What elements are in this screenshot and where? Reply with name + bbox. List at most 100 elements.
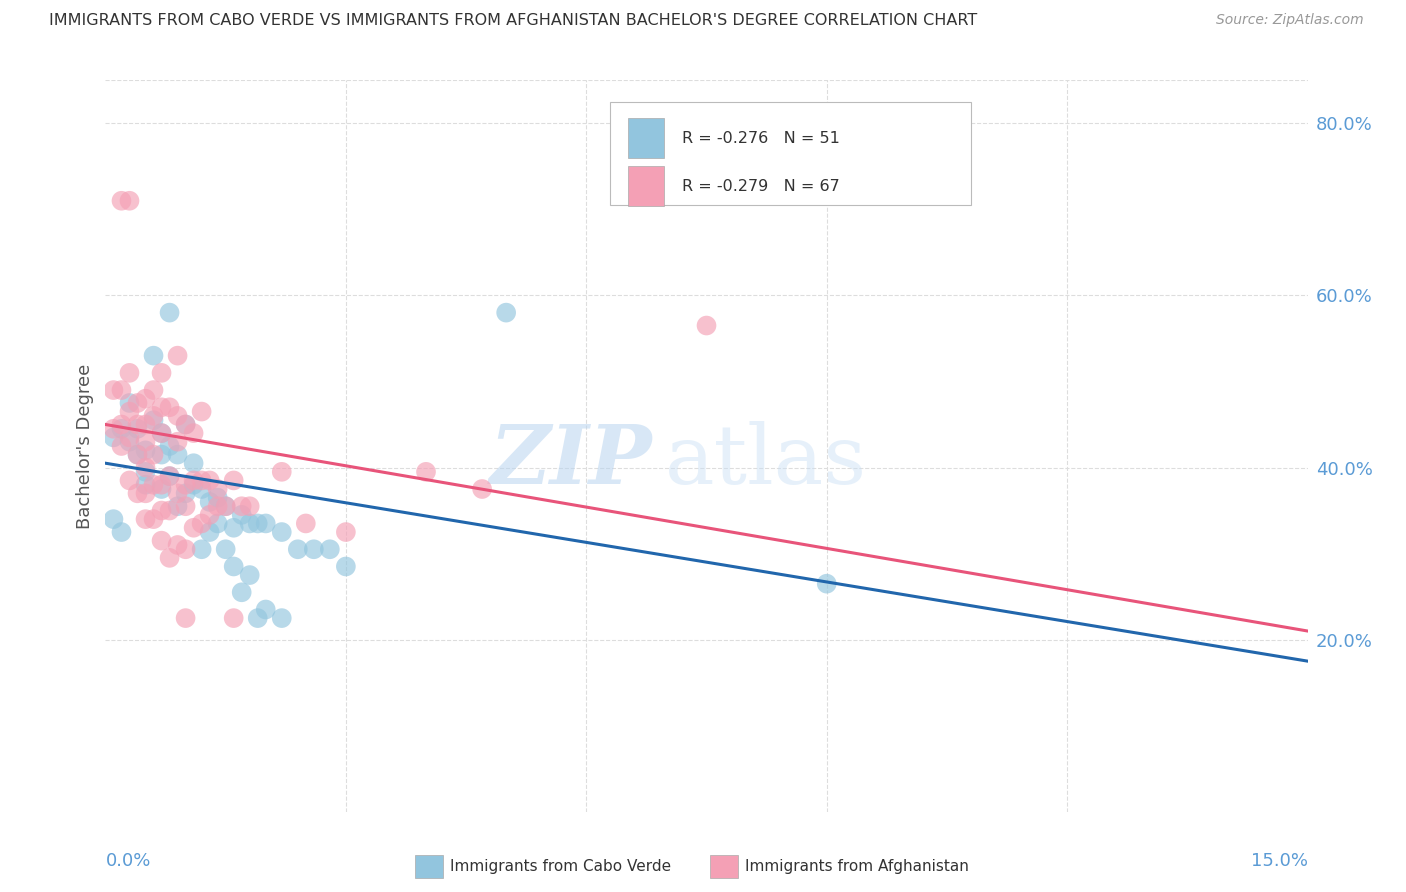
- Point: [159, 305, 181, 319]
- Point: [135, 460, 157, 475]
- Point: [127, 448, 149, 462]
- Point: [150, 426, 173, 441]
- Text: Immigrants from Afghanistan: Immigrants from Afghanistan: [745, 859, 969, 874]
- Point: [190, 542, 212, 557]
- Point: [118, 474, 141, 488]
- Point: [207, 491, 229, 505]
- Point: [302, 542, 325, 557]
- Point: [127, 417, 149, 432]
- Point: [150, 482, 173, 496]
- Point: [183, 426, 205, 441]
- Point: [174, 477, 197, 491]
- Point: [183, 474, 205, 488]
- Point: [415, 465, 437, 479]
- Point: [159, 550, 181, 565]
- Point: [118, 396, 141, 410]
- Point: [150, 477, 173, 491]
- Point: [135, 477, 157, 491]
- Point: [254, 602, 277, 616]
- Point: [159, 503, 181, 517]
- Point: [246, 611, 269, 625]
- Point: [110, 524, 132, 539]
- Point: [174, 500, 197, 514]
- Point: [127, 448, 149, 462]
- Point: [103, 512, 125, 526]
- Point: [239, 516, 262, 531]
- Point: [246, 516, 269, 531]
- Point: [135, 486, 157, 500]
- Point: [142, 349, 165, 363]
- Point: [174, 417, 197, 432]
- Point: [270, 611, 292, 625]
- Point: [110, 422, 132, 436]
- Point: [166, 409, 188, 423]
- Point: [150, 448, 173, 462]
- Text: Immigrants from Cabo Verde: Immigrants from Cabo Verde: [450, 859, 671, 874]
- Point: [166, 448, 188, 462]
- Point: [142, 413, 165, 427]
- Point: [166, 500, 188, 514]
- Point: [270, 465, 292, 479]
- Point: [150, 503, 173, 517]
- Point: [207, 482, 229, 496]
- Point: [142, 448, 165, 462]
- Point: [135, 443, 157, 458]
- Point: [150, 533, 173, 548]
- Point: [159, 469, 181, 483]
- Point: [198, 508, 221, 522]
- Point: [231, 508, 253, 522]
- Point: [198, 495, 221, 509]
- Point: [270, 524, 292, 539]
- Point: [183, 521, 205, 535]
- Point: [118, 194, 141, 208]
- Point: [222, 559, 245, 574]
- Point: [214, 542, 236, 557]
- Point: [471, 482, 494, 496]
- Point: [190, 482, 212, 496]
- Point: [150, 401, 173, 415]
- Point: [150, 366, 173, 380]
- Point: [166, 538, 188, 552]
- FancyBboxPatch shape: [628, 166, 665, 206]
- Point: [222, 611, 245, 625]
- Point: [142, 512, 165, 526]
- Point: [198, 524, 221, 539]
- Point: [127, 396, 149, 410]
- Point: [696, 318, 718, 333]
- Point: [135, 512, 157, 526]
- Point: [287, 542, 309, 557]
- Point: [110, 383, 132, 397]
- Point: [207, 500, 229, 514]
- Point: [254, 516, 277, 531]
- Text: IMMIGRANTS FROM CABO VERDE VS IMMIGRANTS FROM AFGHANISTAN BACHELOR'S DEGREE CORR: IMMIGRANTS FROM CABO VERDE VS IMMIGRANTS…: [49, 13, 977, 29]
- Point: [231, 585, 253, 599]
- Point: [159, 401, 181, 415]
- Text: Source: ZipAtlas.com: Source: ZipAtlas.com: [1216, 13, 1364, 28]
- Point: [198, 474, 221, 488]
- Point: [127, 422, 149, 436]
- Point: [159, 439, 181, 453]
- Point: [222, 521, 245, 535]
- Point: [335, 524, 357, 539]
- Text: R = -0.276   N = 51: R = -0.276 N = 51: [682, 130, 841, 145]
- Point: [127, 486, 149, 500]
- Point: [118, 366, 141, 380]
- Point: [166, 486, 188, 500]
- Point: [174, 486, 197, 500]
- Point: [150, 426, 173, 441]
- Point: [110, 194, 132, 208]
- Point: [135, 417, 157, 432]
- Text: 0.0%: 0.0%: [105, 852, 150, 870]
- Y-axis label: Bachelor's Degree: Bachelor's Degree: [76, 363, 94, 529]
- Point: [142, 383, 165, 397]
- Point: [110, 417, 132, 432]
- Point: [183, 477, 205, 491]
- Point: [118, 404, 141, 418]
- Point: [174, 542, 197, 557]
- Point: [118, 430, 141, 444]
- Text: atlas: atlas: [665, 421, 866, 500]
- FancyBboxPatch shape: [628, 118, 665, 158]
- Point: [103, 422, 125, 436]
- Point: [135, 434, 157, 449]
- Point: [183, 456, 205, 470]
